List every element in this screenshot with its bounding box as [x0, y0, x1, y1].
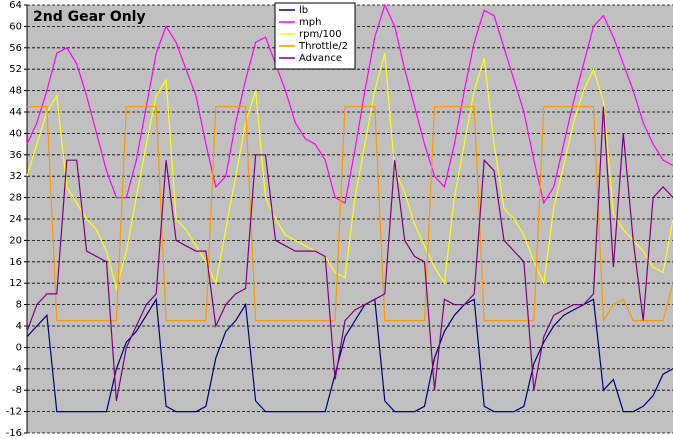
y-tick-label: -4 [12, 364, 22, 375]
y-tick-label: 20 [9, 235, 22, 246]
y-tick-label: 32 [9, 171, 22, 182]
y-tick-label: 48 [9, 86, 22, 97]
y-tick-label: 24 [9, 214, 22, 225]
y-tick-label: -8 [12, 385, 22, 396]
legend-label: lb [299, 5, 308, 16]
y-tick-label: 64 [9, 0, 22, 11]
chart-title: 2nd Gear Only [33, 9, 146, 25]
y-tick-label: 16 [9, 257, 22, 268]
legend-label: Throttle/2 [298, 41, 348, 52]
series-line [26, 297, 673, 413]
y-tick-label: 36 [9, 150, 22, 161]
series-line [26, 3, 673, 205]
y-tick-label: 44 [9, 107, 22, 118]
y-tick-label: -16 [6, 428, 22, 439]
y-tick-label: 12 [9, 278, 22, 289]
y-tick-label: 0 [16, 342, 22, 353]
legend-label: Advance [299, 53, 342, 64]
y-tick-label: 52 [9, 64, 22, 75]
y-tick-label: 60 [9, 21, 22, 32]
y-tick-label: 8 [16, 300, 22, 311]
y-tick-label: -12 [6, 407, 22, 418]
legend-label: rpm/100 [299, 29, 342, 40]
legend-label: mph [299, 17, 321, 28]
series-line [27, 106, 673, 323]
series-line [26, 53, 673, 291]
series-line [26, 106, 673, 402]
y-tick-label: 56 [9, 43, 22, 54]
y-tick-label: 40 [9, 128, 22, 139]
y-tick-label: 28 [9, 193, 22, 204]
y-tick-label: 4 [16, 321, 22, 332]
